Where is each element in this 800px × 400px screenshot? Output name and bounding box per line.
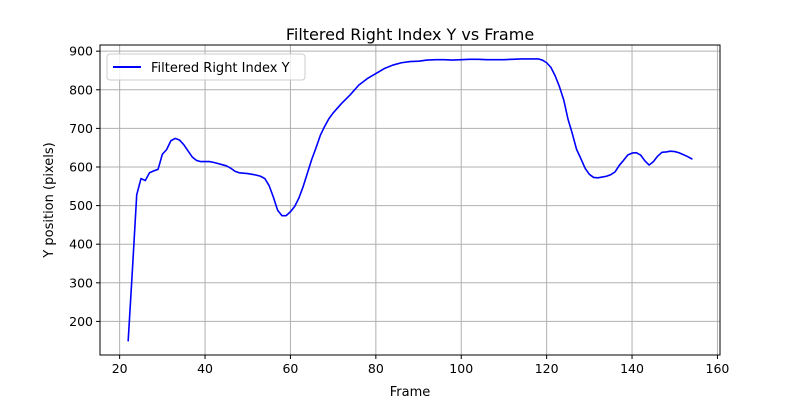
series-layer <box>127 58 693 342</box>
y-tick-label: 600 <box>69 159 93 174</box>
y-tick-label: 200 <box>69 314 93 329</box>
y-tick-label: 300 <box>69 275 93 290</box>
legend: Filtered Right Index Y <box>106 53 306 81</box>
x-tick-label: 40 <box>197 361 213 376</box>
y-tick-label: 400 <box>69 237 93 252</box>
x-tick-label: 140 <box>620 361 644 376</box>
series-line <box>127 58 693 342</box>
y-tick-label: 800 <box>69 82 93 97</box>
axis-ticks: 20 40 60 80 100 120 140 160 200 300 400 500 600 700 80… <box>69 44 729 376</box>
y-tick-label: 900 <box>69 44 93 59</box>
y-axis-title: Y position (pixels) <box>42 142 57 258</box>
legend-label: Filtered Right Index Y <box>151 61 290 76</box>
plot-frame <box>99 44 721 356</box>
x-tick-label: 100 <box>449 361 473 376</box>
y-tick-label: 500 <box>69 198 93 213</box>
legend-box <box>106 53 306 81</box>
x-tick-label: 60 <box>282 361 298 376</box>
y-tick-label: 700 <box>69 121 93 136</box>
x-axis-title: Frame <box>390 385 431 400</box>
x-tick-label: 80 <box>368 361 384 376</box>
x-tick-label: 120 <box>535 361 559 376</box>
x-tick-label: 160 <box>706 361 730 376</box>
x-tick-label: 20 <box>112 361 128 376</box>
chart-title: Filtered Right Index Y vs Frame <box>286 25 534 44</box>
grid <box>100 45 720 355</box>
